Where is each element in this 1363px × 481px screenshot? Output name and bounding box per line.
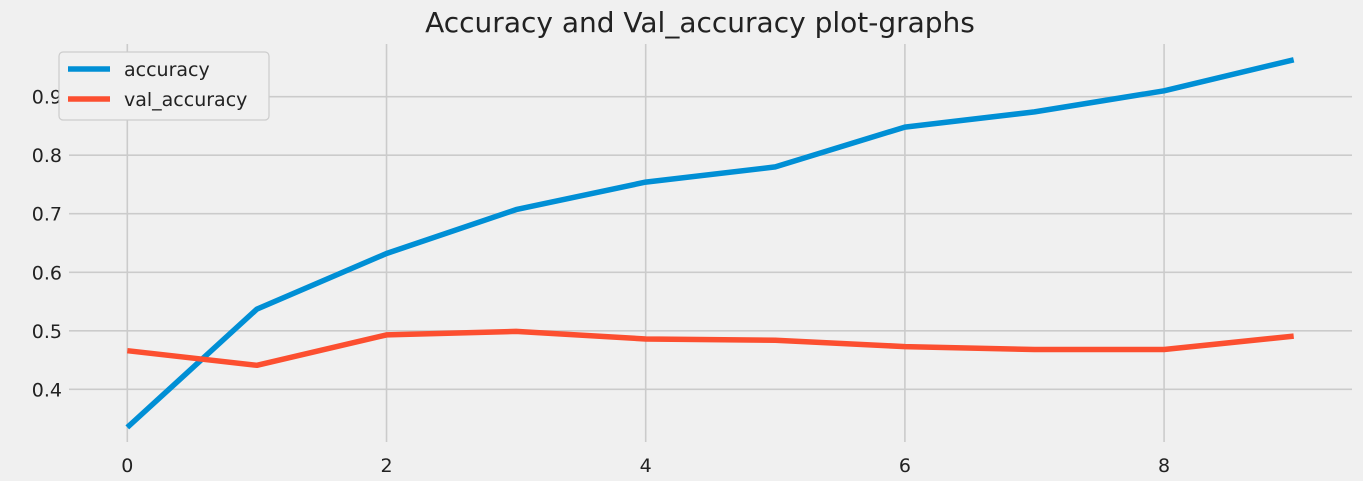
chart-title: Accuracy and Val_accuracy plot-graphs — [425, 6, 975, 39]
legend: accuracy val_accuracy — [58, 51, 270, 121]
legend-label-val-accuracy: val_accuracy — [124, 89, 247, 111]
series-lines — [125, 57, 1295, 430]
x-tick-label: 6 — [899, 455, 911, 477]
y-tick-label: 0.9 — [32, 87, 62, 109]
y-tick-label: 0.8 — [32, 145, 62, 167]
legend-box — [58, 51, 270, 121]
x-tick-label: 8 — [1158, 455, 1170, 477]
y-tick-label: 0.5 — [32, 321, 62, 343]
y-tick-label: 0.4 — [32, 379, 62, 401]
x-tick-label: 0 — [121, 455, 133, 477]
legend-label-accuracy: accuracy — [124, 59, 210, 81]
y-tick-label: 0.7 — [32, 204, 62, 226]
y-tick-label: 0.6 — [32, 262, 62, 284]
series-line-accuracy — [125, 57, 1295, 430]
series-line-val-accuracy — [126, 328, 1294, 369]
x-tick-label: 2 — [380, 455, 392, 477]
x-tick-label: 4 — [640, 455, 652, 477]
tick-labels: 0 2 4 6 8 0.4 0.5 0.6 0.7 0.8 0.9 — [32, 87, 1170, 477]
